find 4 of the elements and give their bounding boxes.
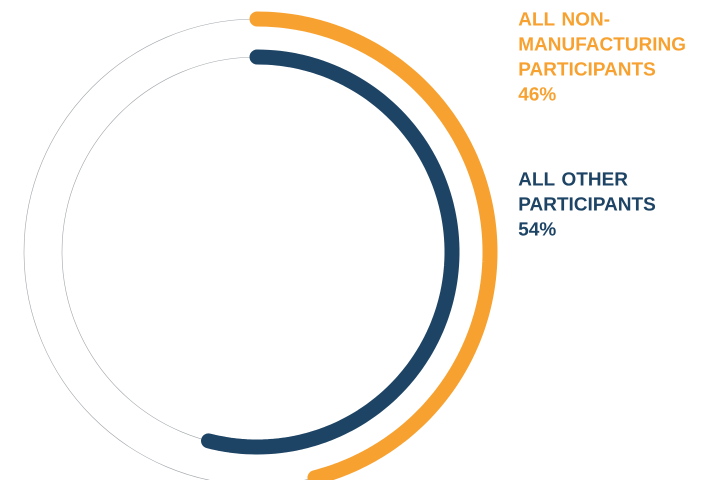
data-label: 46% — [518, 87, 556, 101]
data-label: 54% — [518, 222, 556, 236]
category-label: ALL OTHER PARTICIPANTS — [518, 172, 656, 211]
category-label: ALL NON-MANUFACTURING PARTICIPANTS — [518, 12, 685, 76]
